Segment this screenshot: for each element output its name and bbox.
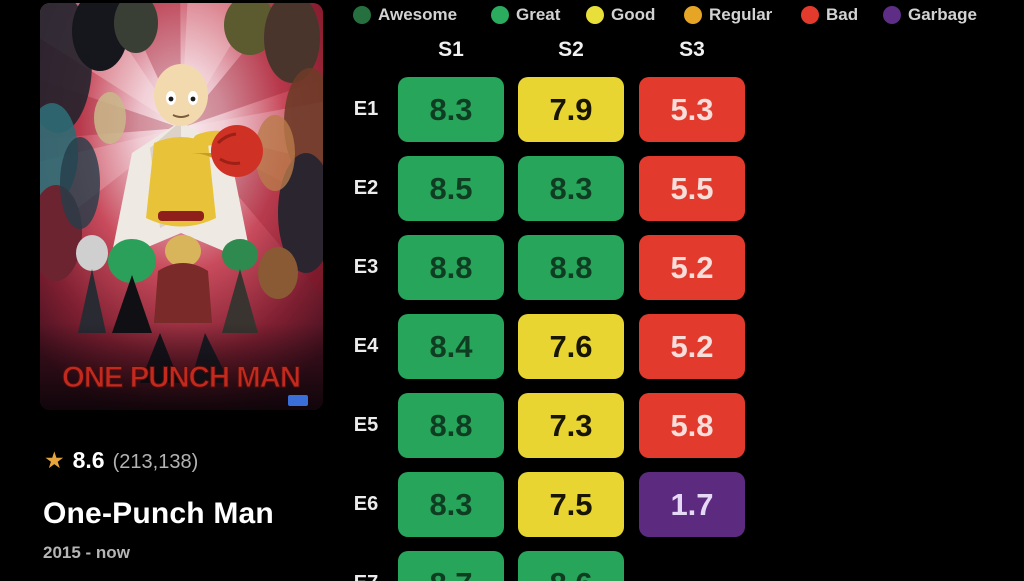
show-title: One-Punch Man: [43, 497, 274, 530]
poster-main-character: [110, 64, 263, 263]
episode-label-e2: E2: [353, 177, 379, 199]
rating-votes: (213,138): [112, 451, 199, 473]
legend-label: Regular: [709, 5, 773, 24]
legend-label: Garbage: [908, 5, 977, 24]
rating-cell-e2-s3[interactable]: 5.5: [639, 156, 745, 221]
episode-label-e7: E7: [339, 551, 393, 581]
legend-item-awesome: Awesome: [353, 3, 457, 27]
rating-cell-e6-s2[interactable]: 7.5: [518, 472, 624, 537]
legend-dot-icon: [491, 6, 509, 24]
season-header-s3: S3: [679, 38, 705, 61]
legend-item-regular: Regular: [684, 3, 772, 27]
rating-cell-e6-s1[interactable]: 8.3: [398, 472, 504, 537]
rating-cell-e5-s3[interactable]: 5.8: [639, 393, 745, 458]
season-header-s1: S1: [438, 38, 464, 61]
imdb-rating: ★ 8.6 (213,138): [44, 447, 198, 474]
poster-side-characters: [40, 3, 323, 281]
rating-cell-e4-s3[interactable]: 5.2: [639, 314, 745, 379]
rating-cell-e1-s1[interactable]: 8.3: [398, 77, 504, 142]
episode-label-e6: E6: [353, 493, 379, 515]
legend-label: Good: [611, 5, 656, 24]
episode-label-e1: E1: [353, 98, 379, 120]
rating-cell-e5-s2[interactable]: 7.3: [518, 393, 624, 458]
legend-dot-icon: [586, 6, 604, 24]
episode-label-e5: E5: [353, 414, 379, 436]
poster-logo-mark: [288, 395, 308, 406]
legend-item-great: Great: [491, 3, 560, 27]
legend-item-garbage: Garbage: [883, 3, 977, 27]
rating-cell-e2-s1[interactable]: 8.5: [398, 156, 504, 221]
rating-cell-e3-s3[interactable]: 5.2: [639, 235, 745, 300]
poster-lower-characters: [76, 235, 298, 383]
rating-cell-e5-s1[interactable]: 8.8: [398, 393, 504, 458]
episode-label-e4: E4: [353, 335, 379, 357]
rating-cell-e2-s2[interactable]: 8.3: [518, 156, 624, 221]
star-icon: ★: [44, 447, 65, 473]
show-years: 2015 - now: [43, 543, 130, 562]
rating-cell-e6-s3[interactable]: 1.7: [639, 472, 745, 537]
legend-dot-icon: [801, 6, 819, 24]
legend-dot-icon: [353, 6, 371, 24]
rating-cell-e1-s3[interactable]: 5.3: [639, 77, 745, 142]
rating-cell-e3-s2[interactable]: 8.8: [518, 235, 624, 300]
poster-title-text: ONE PUNCH MAN: [62, 361, 300, 394]
rating-cell-e1-s2[interactable]: 7.9: [518, 77, 624, 142]
season-header-s2: S2: [558, 38, 584, 61]
episode-label-e3: E3: [353, 256, 379, 278]
show-poster[interactable]: ONE PUNCH MAN: [40, 3, 323, 410]
legend-dot-icon: [684, 6, 702, 24]
legend-item-bad: Bad: [801, 3, 858, 27]
legend-item-good: Good: [586, 3, 655, 27]
rating-cell-e4-s2[interactable]: 7.6: [518, 314, 624, 379]
rating-value: 8.6: [72, 447, 105, 473]
rating-cell-e7-s1[interactable]: 8.7: [398, 551, 504, 581]
rating-cell-e3-s1[interactable]: 8.8: [398, 235, 504, 300]
rating-cell-e7-s2[interactable]: 8.6: [518, 551, 624, 581]
poster-artwork: ONE PUNCH MAN: [40, 3, 323, 410]
legend-label: Great: [516, 5, 561, 24]
legend-label: Bad: [826, 5, 859, 24]
legend-label: Awesome: [378, 5, 458, 24]
rating-cell-e4-s1[interactable]: 8.4: [398, 314, 504, 379]
legend-dot-icon: [883, 6, 901, 24]
